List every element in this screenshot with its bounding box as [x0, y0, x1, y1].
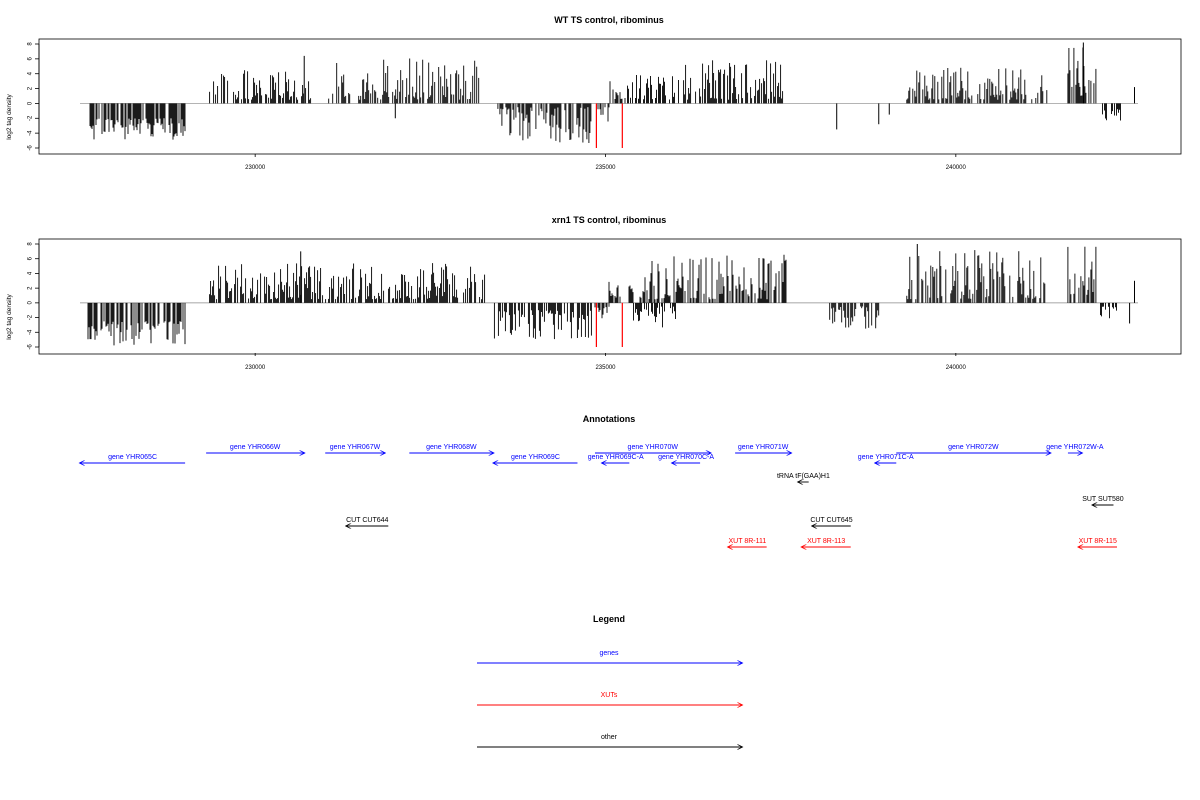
x-axis-wt: 230000 235000 240000 — [245, 154, 966, 171]
annotation-feature: gene YHR069C-A — [588, 454, 644, 463]
annotation-feature: gene YHR070C-A — [658, 454, 714, 463]
y-tick-label: 6 — [28, 256, 34, 260]
feature-label: gene YHR067W — [330, 444, 381, 451]
feature-label: gene YHR070W — [628, 444, 679, 451]
annotation-feature: gene YHR072W — [896, 444, 1050, 453]
annotation-feature: gene YHR068W — [409, 444, 493, 453]
y-tick-label: -4 — [28, 329, 34, 335]
annotation-feature: gene YHR067W — [325, 444, 385, 453]
annotation-features: gene YHR065C gene YHR066W gene YHR067W gene… — [80, 444, 1124, 547]
legend-item: other — [477, 734, 742, 747]
annotation-feature: tRNA tF(GAA)H1 — [777, 473, 830, 482]
feature-label: gene YHR066W — [230, 444, 281, 451]
x-tick-label: 240000 — [946, 365, 967, 371]
feature-label: XUT 8R-113 — [807, 538, 845, 545]
legend-label: XUTs — [601, 692, 618, 699]
annotation-feature: gene YHR065C — [80, 454, 186, 463]
legend-item: XUTs — [477, 692, 742, 705]
track-panel-wt: WT TS control, ribominus 8 6 4 2 0 -2 -4 -6 230… — [6, 15, 1182, 171]
feature-label: gene YHR071C-A — [858, 454, 914, 461]
x-tick-label: 235000 — [595, 165, 616, 171]
feature-label: SUT SUT580 — [1082, 496, 1124, 503]
y-tick-label: -4 — [28, 130, 34, 136]
y-tick-label: 8 — [28, 42, 34, 46]
feature-label: XUT 8R-111 — [729, 538, 767, 545]
annotation-feature: gene YHR071C-A — [858, 454, 914, 463]
y-axis-label-xrn1: log2 tag density — [6, 293, 13, 339]
feature-label: gene YHR068W — [426, 444, 477, 451]
x-tick-label: 230000 — [245, 365, 266, 371]
feature-label: XUT 8R-115 — [1079, 538, 1117, 545]
feature-label: gene YHR072W-A — [1046, 444, 1104, 451]
track-panel-xrn1: xrn1 TS control, ribominus 8 6 4 2 0 -2 -4 -6 2… — [6, 215, 1182, 371]
legend-label: genes — [599, 650, 619, 657]
y-tick-label: -2 — [28, 115, 34, 121]
bars-xrn1 — [80, 244, 1138, 347]
feature-label: tRNA tF(GAA)H1 — [777, 473, 830, 480]
y-tick-label: 2 — [28, 86, 34, 90]
y-tick-label: 4 — [28, 271, 34, 275]
annotation-feature: XUT 8R-115 — [1078, 538, 1117, 547]
feature-label: gene YHR071W — [738, 444, 789, 451]
y-tick-label: 0 — [28, 301, 34, 305]
feature-label: CUT CUT644 — [346, 517, 388, 524]
y-tick-label: 8 — [28, 242, 34, 246]
x-tick-label: 235000 — [595, 365, 616, 371]
y-tick-label: 2 — [28, 286, 34, 290]
y-tick-label: -2 — [28, 314, 34, 320]
y-axis-label-wt: log2 tag density — [6, 93, 13, 139]
x-axis-xrn1: 230000 235000 240000 — [245, 353, 966, 371]
annotation-feature: gene YHR069C — [493, 454, 578, 463]
feature-label: gene YHR069C — [511, 454, 560, 461]
y-tick-label: 4 — [28, 71, 34, 75]
track-title-wt: WT TS control, ribominus — [554, 15, 664, 25]
annotation-feature: gene YHR066W — [206, 444, 304, 453]
feature-label: gene YHR070C-A — [658, 454, 714, 461]
x-tick-label: 230000 — [245, 165, 266, 171]
feature-label: CUT CUT645 — [810, 517, 852, 524]
annotation-feature: gene YHR070W — [594, 444, 711, 453]
y-axis-xrn1: 8 6 4 2 0 -2 -4 -6 — [28, 242, 40, 350]
annotation-feature: gene YHR072W-A — [1046, 444, 1104, 453]
track-title-xrn1: xrn1 TS control, ribominus — [552, 215, 667, 225]
legend-item: genes — [477, 650, 742, 663]
y-axis-wt: 8 6 4 2 0 -2 -4 -6 — [28, 42, 40, 151]
annotation-feature: SUT SUT580 — [1082, 496, 1124, 505]
y-tick-label: 0 — [28, 101, 34, 105]
annotation-feature: CUT CUT644 — [346, 517, 389, 526]
legend-label: other — [601, 734, 618, 741]
annotation-feature: XUT 8R-113 — [802, 538, 851, 547]
bars-wt — [80, 42, 1138, 148]
y-tick-label: 6 — [28, 57, 34, 61]
y-tick-label: -6 — [28, 344, 34, 350]
annotation-feature: gene YHR071W — [735, 444, 791, 453]
annotation-feature: XUT 8R-111 — [728, 538, 767, 547]
annotation-feature: CUT CUT645 — [810, 517, 853, 526]
legend-panel: Legend genes XUTs other — [477, 614, 742, 747]
feature-label: gene YHR069C-A — [588, 454, 644, 461]
annotations-title: Annotations — [583, 414, 636, 424]
x-tick-label: 240000 — [946, 165, 967, 171]
y-tick-label: -6 — [28, 145, 34, 151]
legend-items: genes XUTs other — [477, 650, 742, 747]
feature-label: gene YHR072W — [948, 444, 999, 451]
legend-title: Legend — [593, 614, 625, 624]
feature-label: gene YHR065C — [108, 454, 157, 461]
